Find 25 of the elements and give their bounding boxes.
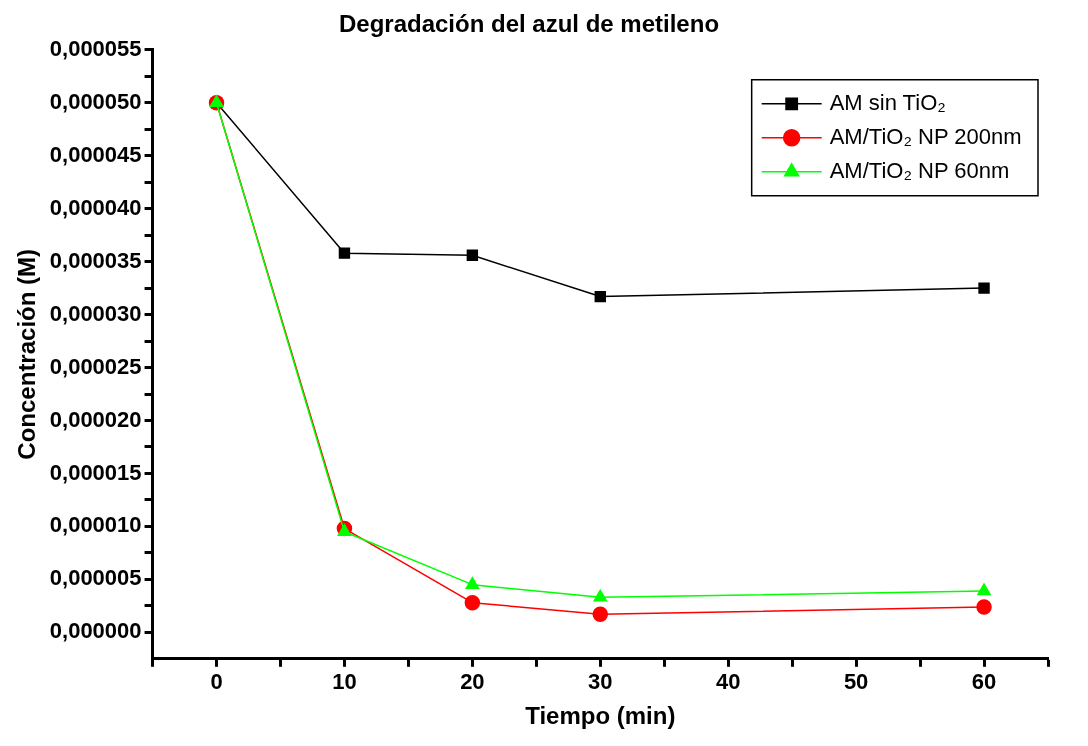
y-tick-label: 0,000005 xyxy=(49,565,142,591)
y-tick-label: 0,000025 xyxy=(49,353,142,379)
x-tick-label: 50 xyxy=(843,669,869,695)
y-tick-label: 0,000015 xyxy=(49,459,142,485)
y-tick-label: 0,000055 xyxy=(49,35,142,61)
x-tick-label: 30 xyxy=(588,669,613,695)
x-tick-label: 0 xyxy=(210,669,223,695)
y-tick-label: 0,000020 xyxy=(49,406,142,432)
y-tick-label: 0,000045 xyxy=(49,141,142,167)
x-axis-title: Tiempo (min) xyxy=(525,702,676,730)
y-axis-title: Concentración (M) xyxy=(13,248,41,460)
y-tick-label: 0,000040 xyxy=(49,194,142,220)
legend-label: AM/TiO₂ NP 200nm xyxy=(829,123,1022,149)
legend-label: AM/TiO₂ NP 60nm xyxy=(829,157,1010,183)
y-tick-label: 0,000050 xyxy=(49,88,142,114)
chart-title: Degradación del azul de metileno xyxy=(338,10,720,38)
x-tick-label: 60 xyxy=(971,669,997,695)
x-tick-label: 40 xyxy=(715,669,741,695)
y-tick-label: 0,000000 xyxy=(49,618,142,644)
x-tick-label: 20 xyxy=(460,669,485,695)
legend-label: AM sin TiO₂ xyxy=(829,89,946,115)
y-tick-label: 0,000010 xyxy=(49,512,142,538)
y-tick-label: 0,000030 xyxy=(49,300,142,326)
x-tick-label: 10 xyxy=(332,669,357,695)
y-tick-label: 0,000035 xyxy=(49,247,142,273)
